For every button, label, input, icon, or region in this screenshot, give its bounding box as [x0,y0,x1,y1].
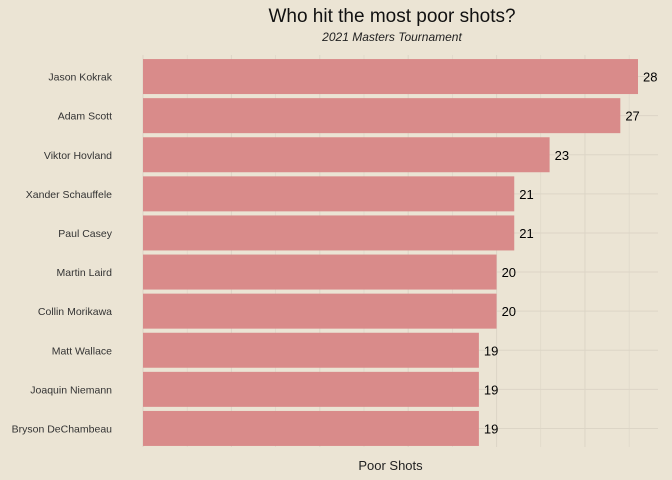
data-label: 19 [484,421,498,436]
chart-subtitle: 2021 Masters Tournament [322,30,462,44]
category-label: Joaquin Niemann [30,384,112,396]
data-label: 21 [519,187,533,202]
data-label: 21 [519,226,533,241]
category-label: Bryson DeChambeau [12,423,113,435]
bar [143,371,479,407]
category-label: Matt Wallace [52,345,112,357]
category-label: Jason Kokrak [48,72,112,84]
x-axis-title: Poor Shots [358,458,423,473]
bar [143,215,515,251]
data-label: 27 [625,109,639,124]
data-label: 20 [502,265,516,280]
data-label: 23 [555,148,569,163]
bar [143,254,497,290]
category-label: Martin Laird [57,267,113,279]
category-label: Adam Scott [58,111,112,123]
data-label: 28 [643,70,657,85]
data-label: 19 [484,343,498,358]
category-label: Paul Casey [58,228,112,240]
bar [143,98,621,134]
bar [143,293,497,329]
chart-title: Who hit the most poor shots? [268,6,516,27]
bar [143,332,479,368]
data-label: 20 [502,304,516,319]
bar [143,59,638,95]
data-label: 19 [484,382,498,397]
bar [143,176,515,212]
category-label: Collin Morikawa [38,306,112,318]
bar [143,137,550,173]
category-label: Xander Schauffele [26,189,112,201]
category-label: Viktor Hovland [44,150,112,162]
bar [143,410,479,446]
